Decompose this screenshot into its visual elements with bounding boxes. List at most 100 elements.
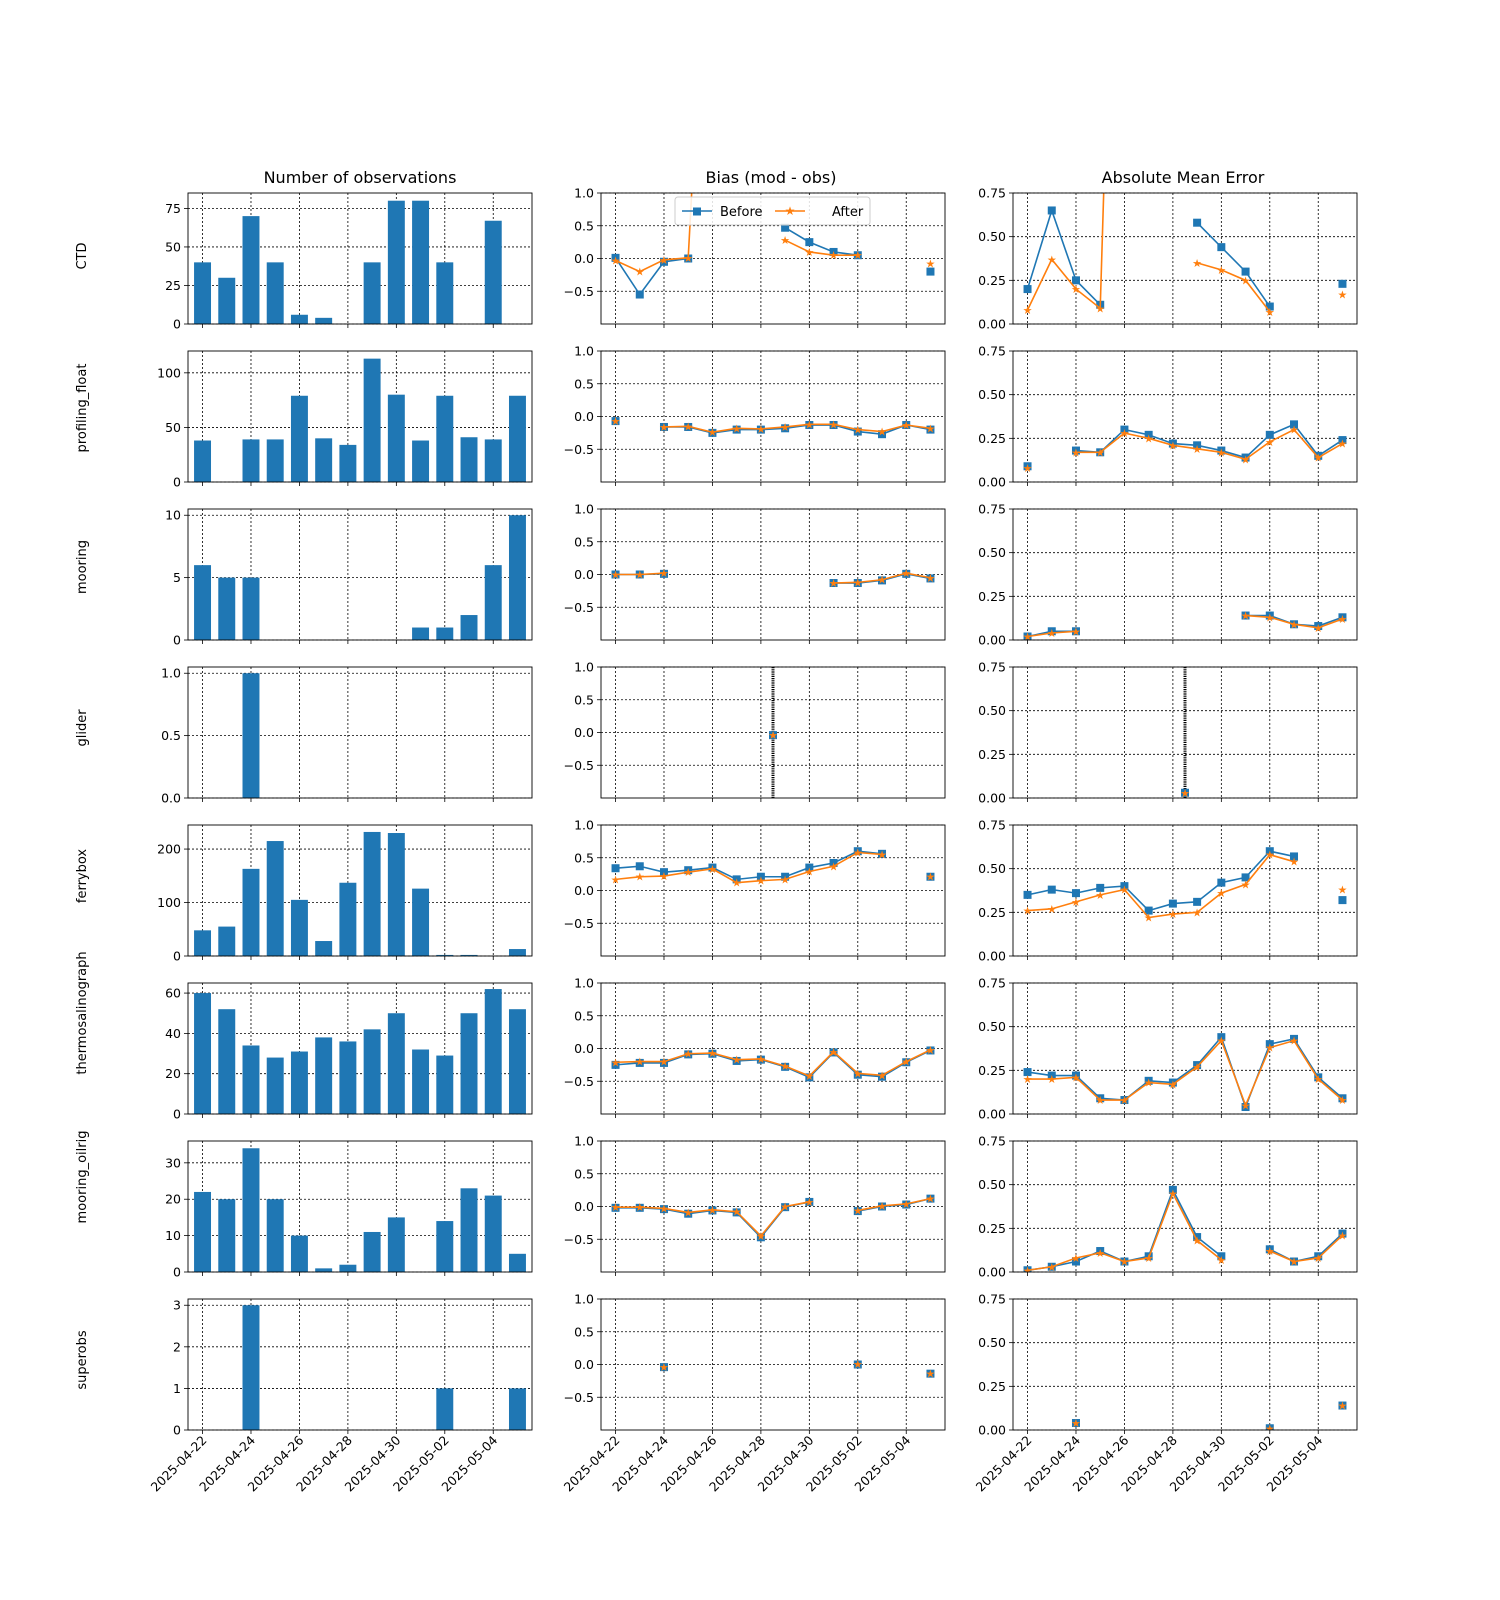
col-title-ame: Absolute Mean Error bbox=[1102, 168, 1265, 187]
after-point: ★ bbox=[1023, 1073, 1033, 1086]
bar bbox=[436, 1221, 454, 1272]
after-point: ★ bbox=[780, 1060, 790, 1073]
after-line bbox=[663, 423, 931, 434]
before-point bbox=[805, 863, 814, 872]
before-point bbox=[1241, 873, 1250, 882]
after-point: ★ bbox=[1047, 627, 1057, 640]
after-point: ★ bbox=[1095, 1247, 1105, 1260]
after-point: ★ bbox=[1047, 1261, 1057, 1274]
bar bbox=[290, 1235, 308, 1272]
after-point: ★ bbox=[1216, 1035, 1226, 1048]
before-point bbox=[829, 247, 838, 256]
after-line bbox=[615, 1049, 931, 1077]
after-point: ★ bbox=[1144, 1077, 1154, 1090]
y-tick-label: 0.5 bbox=[574, 1166, 594, 1181]
before-line bbox=[1075, 423, 1343, 459]
y-tick-label: 1.0 bbox=[574, 660, 594, 675]
after-point: ★ bbox=[1168, 908, 1178, 921]
before-point bbox=[1071, 446, 1080, 455]
before-point bbox=[926, 574, 935, 583]
after-point: ★ bbox=[611, 254, 621, 267]
after-point: ★ bbox=[611, 415, 621, 428]
after-point: ★ bbox=[1047, 1073, 1057, 1086]
after-point: ★ bbox=[1071, 446, 1081, 459]
y-tick-label: 0.5 bbox=[574, 1008, 594, 1023]
y-tick-label: 1.0 bbox=[574, 1134, 594, 1149]
before-point bbox=[1193, 218, 1202, 227]
bar bbox=[436, 262, 454, 324]
before-point bbox=[732, 1056, 741, 1065]
panel-count-glider: 0.0 0.5 1.0 bbox=[161, 666, 533, 806]
plot-area bbox=[194, 200, 502, 324]
panel-bias-profiling-float: −0.5 0.0 0.5 1.0 ★ ★ ★ ★ ★ ★ ★ ★ ★ ★ ★ ★ ★ bbox=[564, 344, 946, 486]
y-tick-label: 0 bbox=[173, 1107, 181, 1122]
y-tick-label: 1.0 bbox=[574, 976, 594, 991]
bar bbox=[363, 262, 381, 324]
y-tick-label: 75 bbox=[165, 201, 181, 216]
after-point: ★ bbox=[1144, 912, 1154, 925]
plot-area: ★ ★ ★ bbox=[659, 1358, 935, 1381]
bar bbox=[436, 395, 454, 482]
panel-frame bbox=[187, 192, 533, 325]
bar bbox=[363, 1231, 381, 1272]
after-point: ★ bbox=[1338, 613, 1348, 626]
bar bbox=[266, 262, 284, 324]
y-tick-label: 40 bbox=[165, 1026, 181, 1041]
after-point: ★ bbox=[635, 266, 645, 279]
after-point: ★ bbox=[732, 1206, 742, 1219]
bar bbox=[387, 200, 405, 324]
after-point: ★ bbox=[1265, 611, 1275, 624]
y-tick-label: 0.0 bbox=[574, 1041, 594, 1056]
row-label-ferrybox: ferrybox bbox=[75, 849, 90, 904]
y-tick-label: 100 bbox=[157, 895, 181, 910]
before-point bbox=[926, 1369, 935, 1378]
after-point: ★ bbox=[707, 1047, 717, 1060]
bar bbox=[242, 1305, 260, 1430]
row-label-ctd: CTD bbox=[75, 242, 90, 269]
before-point bbox=[1193, 1061, 1202, 1070]
after-point: ★ bbox=[853, 424, 863, 437]
y-tick-label: 0 bbox=[173, 1265, 181, 1280]
bar bbox=[363, 1029, 381, 1114]
y-tick-label: 0.25 bbox=[978, 1379, 1006, 1394]
bar bbox=[460, 1013, 478, 1114]
y-tick-label: 0.50 bbox=[978, 1177, 1006, 1192]
panel-frame bbox=[1012, 666, 1358, 799]
bar bbox=[242, 577, 260, 640]
plot-area: ★ ★ ★ bbox=[1071, 1400, 1348, 1435]
after-line bbox=[1075, 428, 1343, 461]
after-point: ★ bbox=[1095, 1094, 1105, 1107]
after-point: ★ bbox=[926, 1368, 936, 1381]
after-point: ★ bbox=[1168, 1078, 1178, 1091]
after-point: ★ bbox=[1338, 438, 1348, 451]
after-point: ★ bbox=[659, 254, 669, 267]
y-tick-label: 25 bbox=[165, 278, 181, 293]
before-point bbox=[853, 427, 862, 436]
before-point bbox=[781, 223, 790, 232]
y-tick-label: 0.75 bbox=[978, 976, 1006, 991]
before-point bbox=[1314, 1073, 1323, 1082]
before-point bbox=[1023, 462, 1032, 471]
panel-frame bbox=[1012, 824, 1358, 957]
row-label-profiling-float: profiling_float bbox=[75, 364, 90, 453]
after-point: ★ bbox=[1144, 1252, 1154, 1265]
before-point bbox=[1144, 906, 1153, 915]
after-point: ★ bbox=[853, 1067, 863, 1080]
after-line bbox=[784, 239, 858, 257]
panel-count-ctd: 0 25 50 75 bbox=[165, 192, 533, 332]
after-point: ★ bbox=[707, 1204, 717, 1217]
before-point bbox=[756, 1233, 765, 1242]
bar bbox=[242, 439, 260, 482]
after-point: ★ bbox=[683, 252, 693, 265]
y-tick-label: −0.5 bbox=[564, 1232, 594, 1247]
panel-bias-glider: −0.5 0.0 0.5 1.0 ★ bbox=[564, 660, 946, 802]
after-point: ★ bbox=[804, 866, 814, 879]
before-line bbox=[1027, 850, 1295, 912]
after-point: ★ bbox=[683, 1048, 693, 1061]
after-point: ★ bbox=[1265, 1422, 1275, 1435]
y-tick-label: 0.25 bbox=[978, 273, 1006, 288]
bar bbox=[484, 1195, 502, 1272]
y-tick-label: 10 bbox=[165, 1228, 181, 1243]
bar bbox=[363, 831, 381, 956]
